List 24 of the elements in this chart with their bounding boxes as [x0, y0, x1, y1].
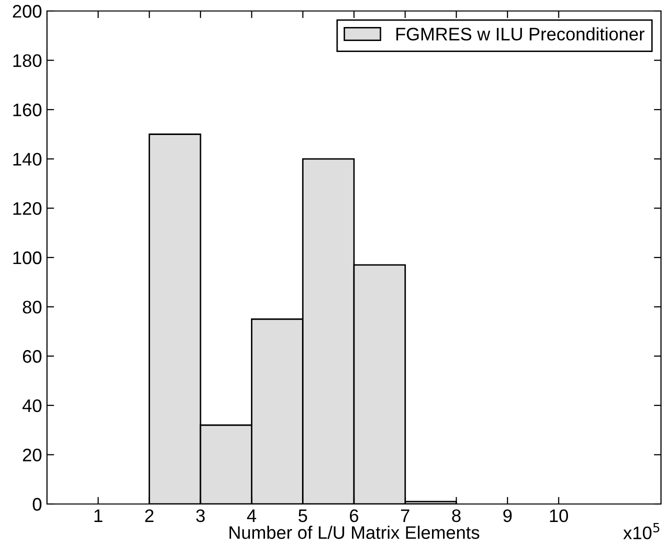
y-tick-label: 100: [13, 251, 42, 264]
x-tick-label: 10: [550, 509, 568, 522]
x-tick-label: 2: [145, 509, 154, 522]
y-tick-label: 40: [22, 399, 42, 412]
y-tick-label: 0: [32, 498, 42, 511]
x-tick-label: 4: [247, 510, 256, 522]
x-tick-label: 7: [401, 510, 410, 522]
y-tick-label: 200: [12, 4, 42, 18]
x-tick-label: 6: [350, 509, 358, 522]
y-tick-label: 140: [13, 152, 42, 166]
y-tick-label: 180: [13, 54, 42, 68]
x-axis-title: Number of L/U Matrix Elements: [230, 526, 480, 539]
legend-label: FGMRES w ILU Preconditioner: [396, 27, 644, 41]
x-tick-label: 1: [94, 510, 102, 522]
x-tick-label: 8: [452, 509, 461, 522]
y-tick-label: 80: [22, 300, 42, 314]
y-tick-label: 120: [13, 202, 42, 215]
y-tick-label: 160: [13, 104, 42, 116]
y-tick-label: 60: [22, 350, 42, 363]
text: x10$^{5}$: [623, 522, 660, 540]
x-tick-label: 9: [503, 509, 512, 522]
x-tick-label: 5: [298, 510, 308, 522]
x-tick-label: 3: [196, 509, 205, 522]
y-tick-label: 20: [22, 448, 42, 462]
